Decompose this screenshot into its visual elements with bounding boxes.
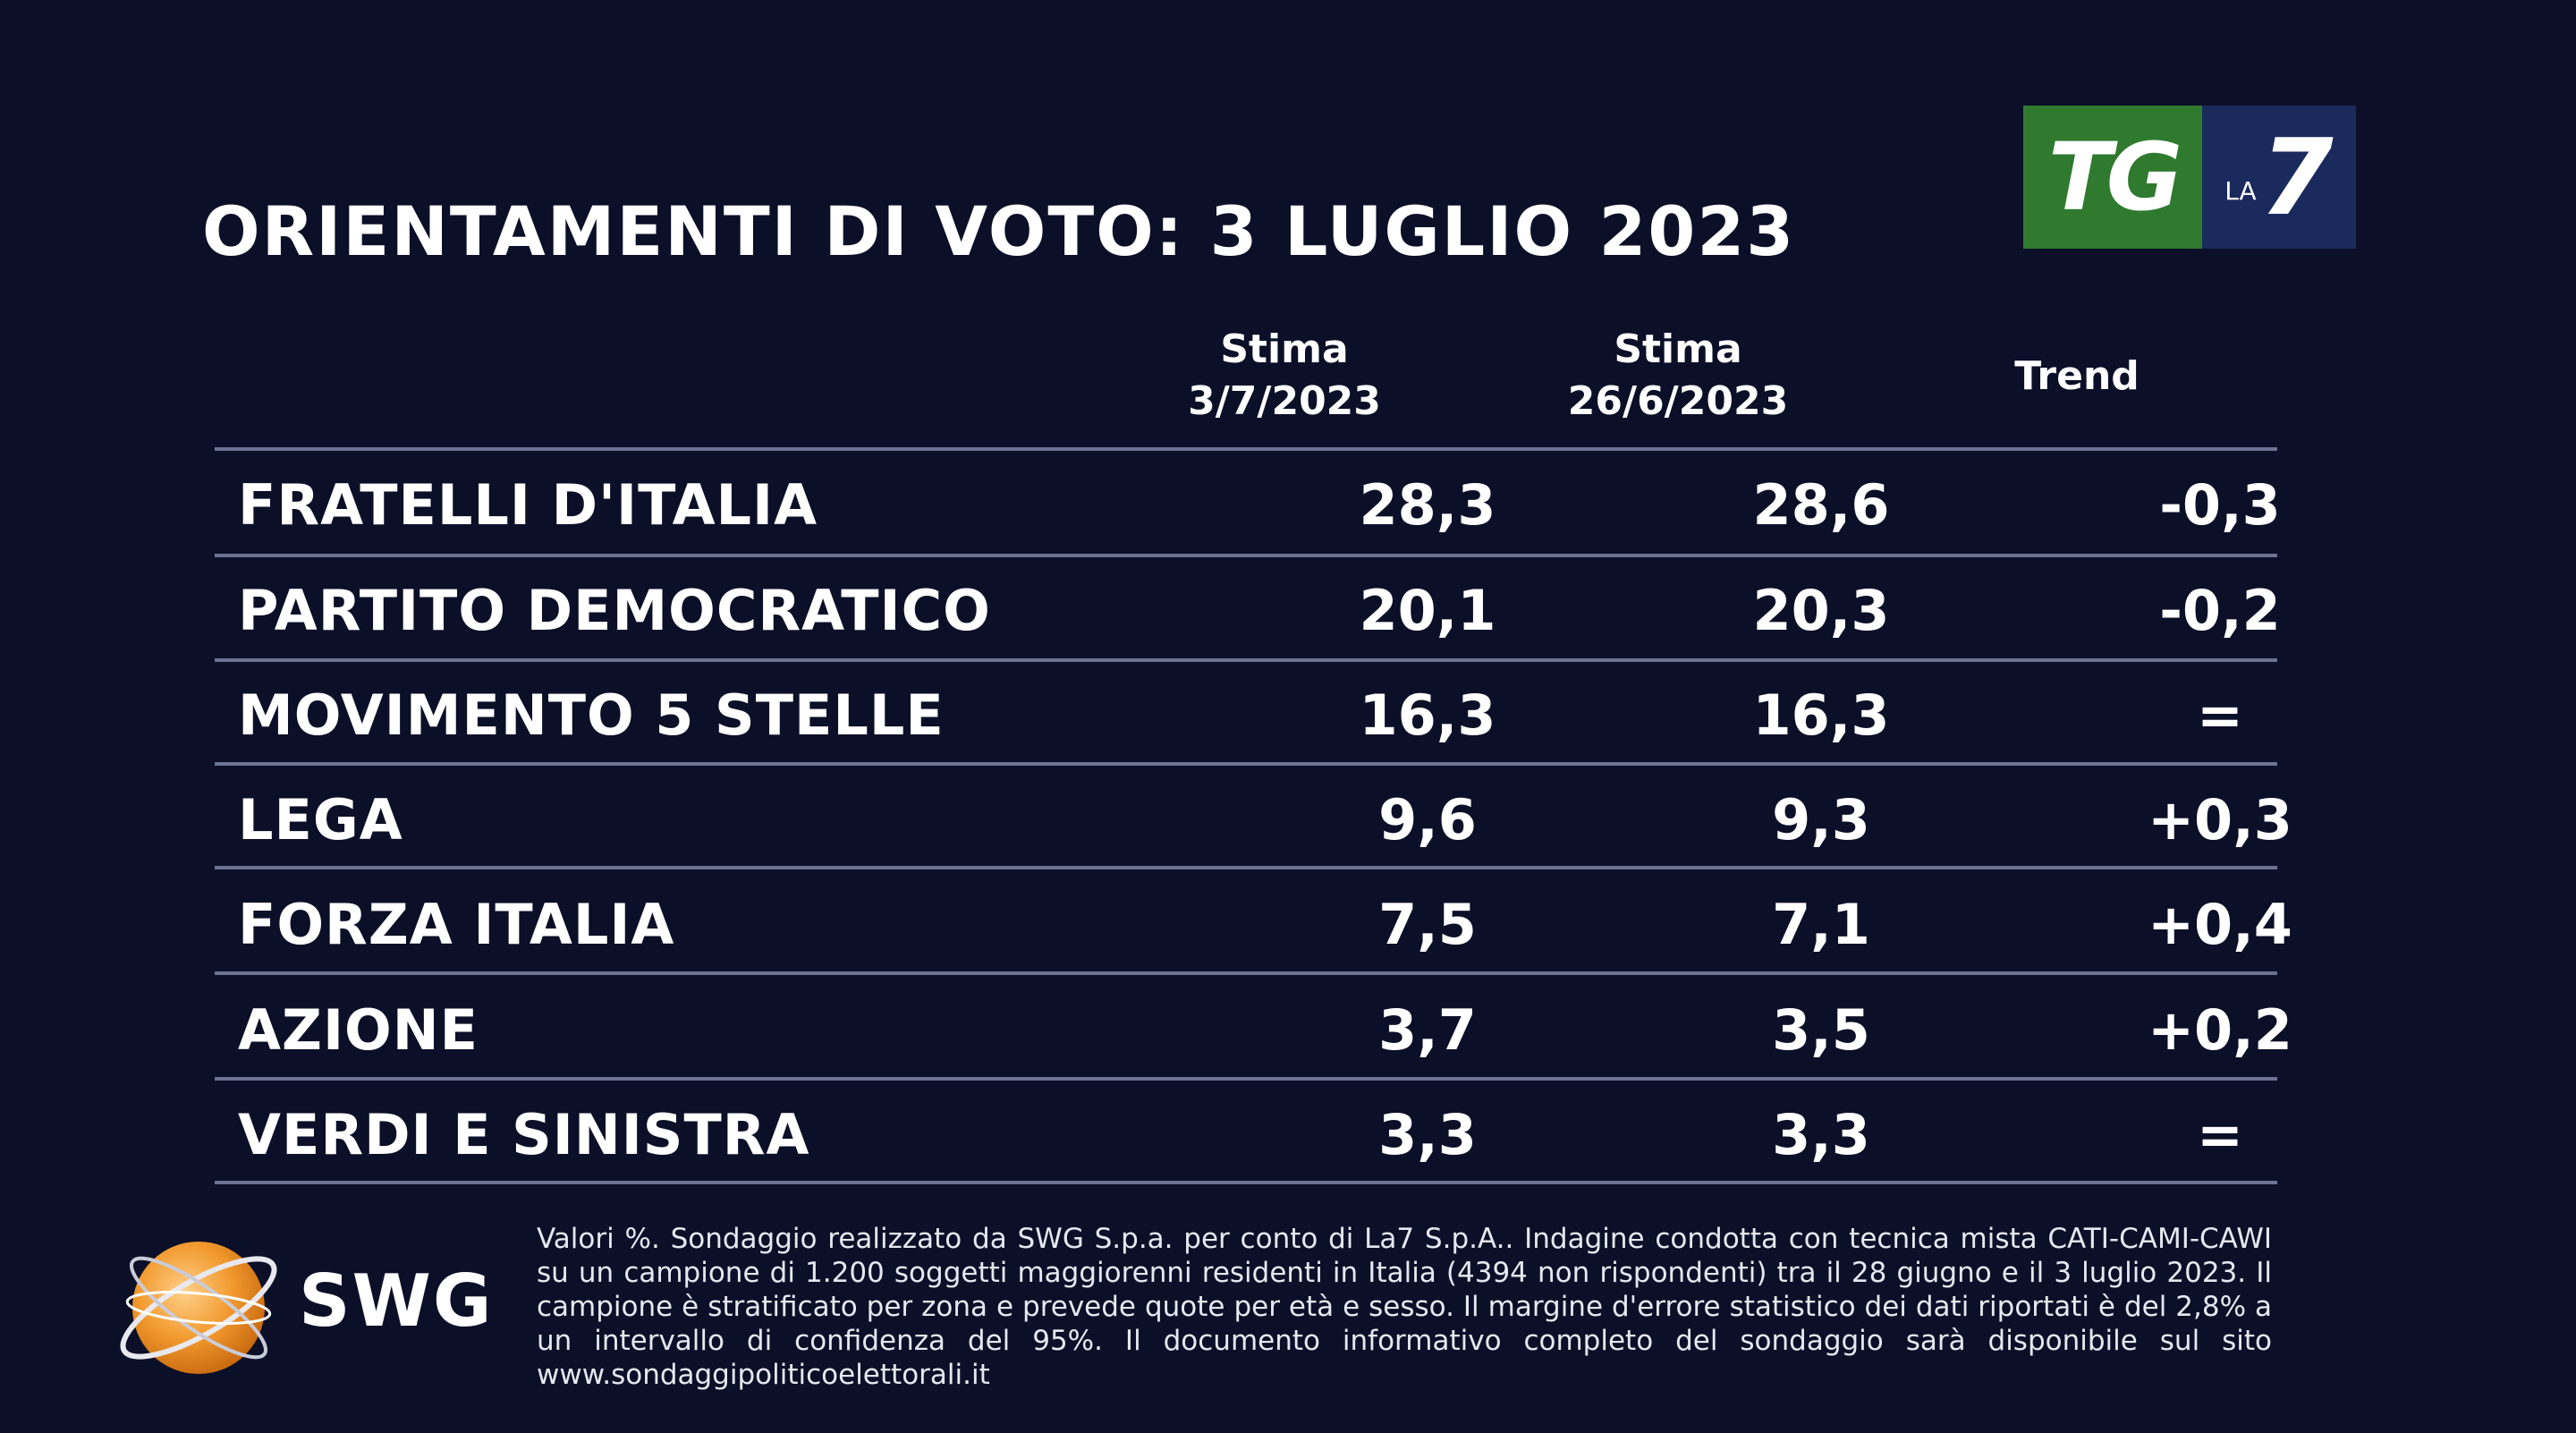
party-name: PARTITO DEMOCRATICO	[238, 578, 991, 643]
previous-estimate: 3,5	[1772, 997, 1870, 1063]
trend-value: =	[2197, 683, 2243, 748]
table-divider	[215, 658, 2277, 662]
table-row: VERDI E SINISTRA 3,3 3,3 =	[215, 1082, 2277, 1188]
party-name: FORZA ITALIA	[238, 892, 675, 957]
current-estimate: 28,3	[1359, 472, 1496, 538]
table-row: LEGA 9,6 9,3 +0,3	[215, 767, 2292, 873]
tg-la7-logo: TG LA 7	[2023, 106, 2356, 249]
la7-logo-mark: LA 7	[2202, 106, 2356, 249]
table-divider	[215, 971, 2277, 975]
trend-value: +0,3	[2148, 787, 2292, 852]
current-estimate: 3,7	[1378, 997, 1477, 1063]
swg-brand-name: SWG	[299, 1259, 494, 1343]
swg-globe-icon	[120, 1242, 277, 1374]
previous-estimate: 20,3	[1752, 578, 1890, 643]
current-estimate: 9,6	[1378, 787, 1477, 852]
table-row: MOVIMENTO 5 STELLE 16,3 16,3 =	[215, 663, 2277, 768]
trend-value: +0,4	[2148, 892, 2292, 957]
current-estimate: 20,1	[1359, 578, 1496, 643]
trend-value: -0,2	[2159, 578, 2281, 643]
trend-value: =	[2197, 1102, 2243, 1167]
table-row: AZIONE 3,7 3,5 +0,2	[215, 978, 2292, 1083]
chart-title: ORIENTAMENTI DI VOTO: 3 LUGLIO 2023	[202, 191, 1796, 271]
table-row: PARTITO DEMOCRATICO 20,1 20,3 -0,2	[215, 558, 2281, 664]
party-name: MOVIMENTO 5 STELLE	[238, 683, 945, 748]
party-name: VERDI E SINISTRA	[238, 1102, 810, 1167]
previous-estimate: 28,6	[1752, 472, 1890, 538]
table-divider	[215, 554, 2277, 557]
column-header-current: Stima 3/7/2023	[1188, 326, 1381, 424]
party-name: LEGA	[238, 787, 403, 852]
table-divider	[215, 762, 2277, 766]
current-estimate: 16,3	[1359, 683, 1496, 748]
previous-estimate: 3,3	[1772, 1102, 1870, 1167]
column-header-previous: Stima 26/6/2023	[1567, 326, 1789, 424]
table-divider	[215, 1077, 2277, 1081]
party-name: FRATELLI D'ITALIA	[238, 472, 818, 538]
table-row: FRATELLI D'ITALIA 28,3 28,6 -0,3	[215, 453, 2281, 558]
current-estimate: 7,5	[1378, 892, 1477, 957]
methodology-note: Valori %. Sondaggio realizzato da SWG S.…	[537, 1223, 2272, 1391]
trend-value: -0,3	[2159, 472, 2281, 538]
previous-estimate: 16,3	[1752, 683, 1890, 748]
previous-estimate: 9,3	[1772, 787, 1870, 852]
previous-estimate: 7,1	[1772, 892, 1870, 957]
trend-value: +0,2	[2148, 997, 2292, 1063]
tg-logo-mark: TG	[2023, 106, 2202, 249]
table-row: FORZA ITALIA 7,5 7,1 +0,4	[215, 872, 2292, 978]
party-name: AZIONE	[238, 997, 479, 1063]
table-divider	[215, 866, 2277, 869]
current-estimate: 3,3	[1378, 1102, 1477, 1167]
table-divider	[215, 447, 2277, 451]
table-divider	[215, 1181, 2277, 1184]
column-header-trend: Trend	[2014, 353, 2140, 399]
